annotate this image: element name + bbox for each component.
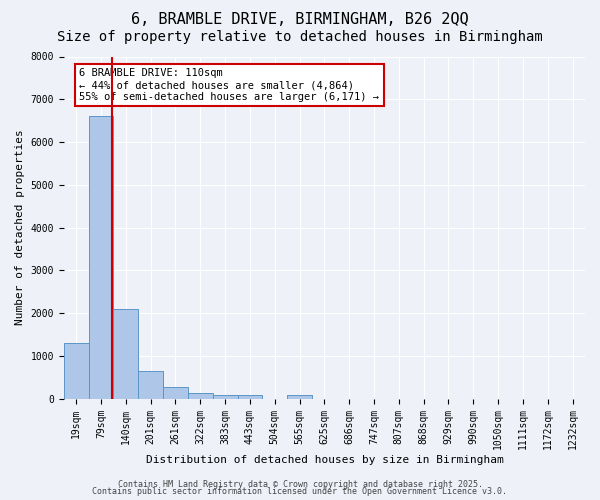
- Bar: [138, 371, 163, 398]
- Bar: [287, 394, 312, 398]
- Bar: [113, 309, 138, 398]
- Bar: [188, 394, 212, 398]
- Y-axis label: Number of detached properties: Number of detached properties: [15, 130, 25, 326]
- Bar: [238, 394, 262, 398]
- Bar: [212, 394, 238, 398]
- Bar: [64, 343, 89, 398]
- Text: 6, BRAMBLE DRIVE, BIRMINGHAM, B26 2QQ: 6, BRAMBLE DRIVE, BIRMINGHAM, B26 2QQ: [131, 12, 469, 28]
- Bar: [163, 386, 188, 398]
- Text: 6 BRAMBLE DRIVE: 110sqm
← 44% of detached houses are smaller (4,864)
55% of semi: 6 BRAMBLE DRIVE: 110sqm ← 44% of detache…: [79, 68, 379, 102]
- X-axis label: Distribution of detached houses by size in Birmingham: Distribution of detached houses by size …: [146, 455, 503, 465]
- Text: Contains public sector information licensed under the Open Government Licence v3: Contains public sector information licen…: [92, 487, 508, 496]
- Bar: [89, 116, 113, 399]
- Text: Contains HM Land Registry data © Crown copyright and database right 2025.: Contains HM Land Registry data © Crown c…: [118, 480, 482, 489]
- Text: Size of property relative to detached houses in Birmingham: Size of property relative to detached ho…: [57, 30, 543, 44]
